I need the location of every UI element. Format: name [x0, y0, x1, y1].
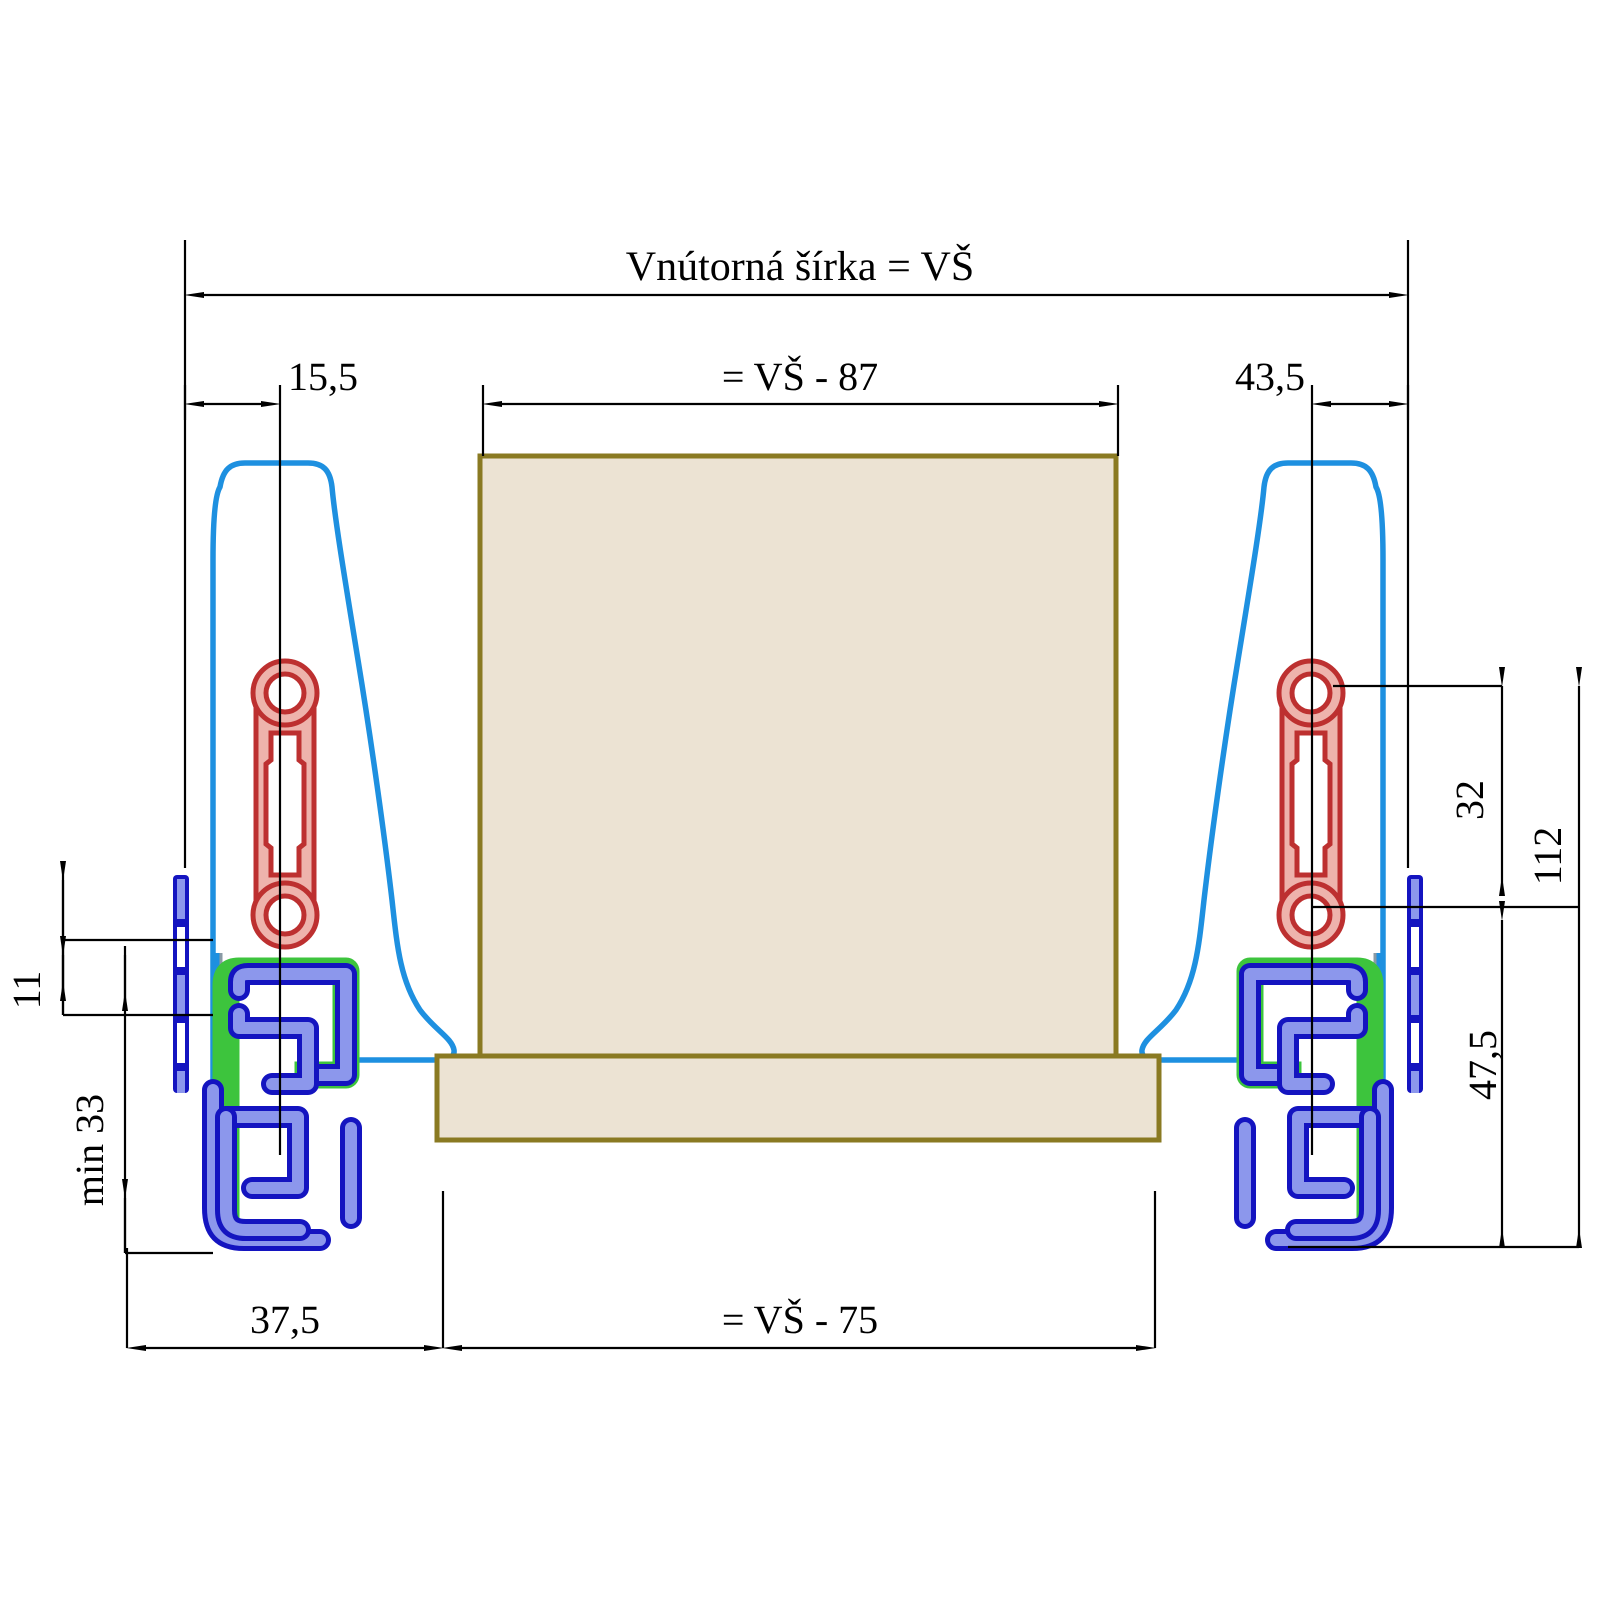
svg-text:15,5: 15,5 [288, 354, 358, 399]
svg-text:112: 112 [1525, 827, 1570, 886]
svg-text:37,5: 37,5 [250, 1297, 320, 1342]
svg-text:Vnútorná šírka = VŠ: Vnútorná šírka = VŠ [626, 243, 974, 290]
svg-text:32: 32 [1447, 780, 1492, 820]
svg-text:47,5: 47,5 [1460, 1030, 1505, 1100]
svg-text:= VŠ - 75: = VŠ - 75 [722, 1297, 878, 1342]
svg-text:43,5: 43,5 [1235, 354, 1305, 399]
svg-text:11: 11 [4, 971, 49, 1010]
svg-text:min 33: min 33 [67, 1094, 112, 1206]
svg-text:= VŠ - 87: = VŠ - 87 [722, 354, 878, 399]
